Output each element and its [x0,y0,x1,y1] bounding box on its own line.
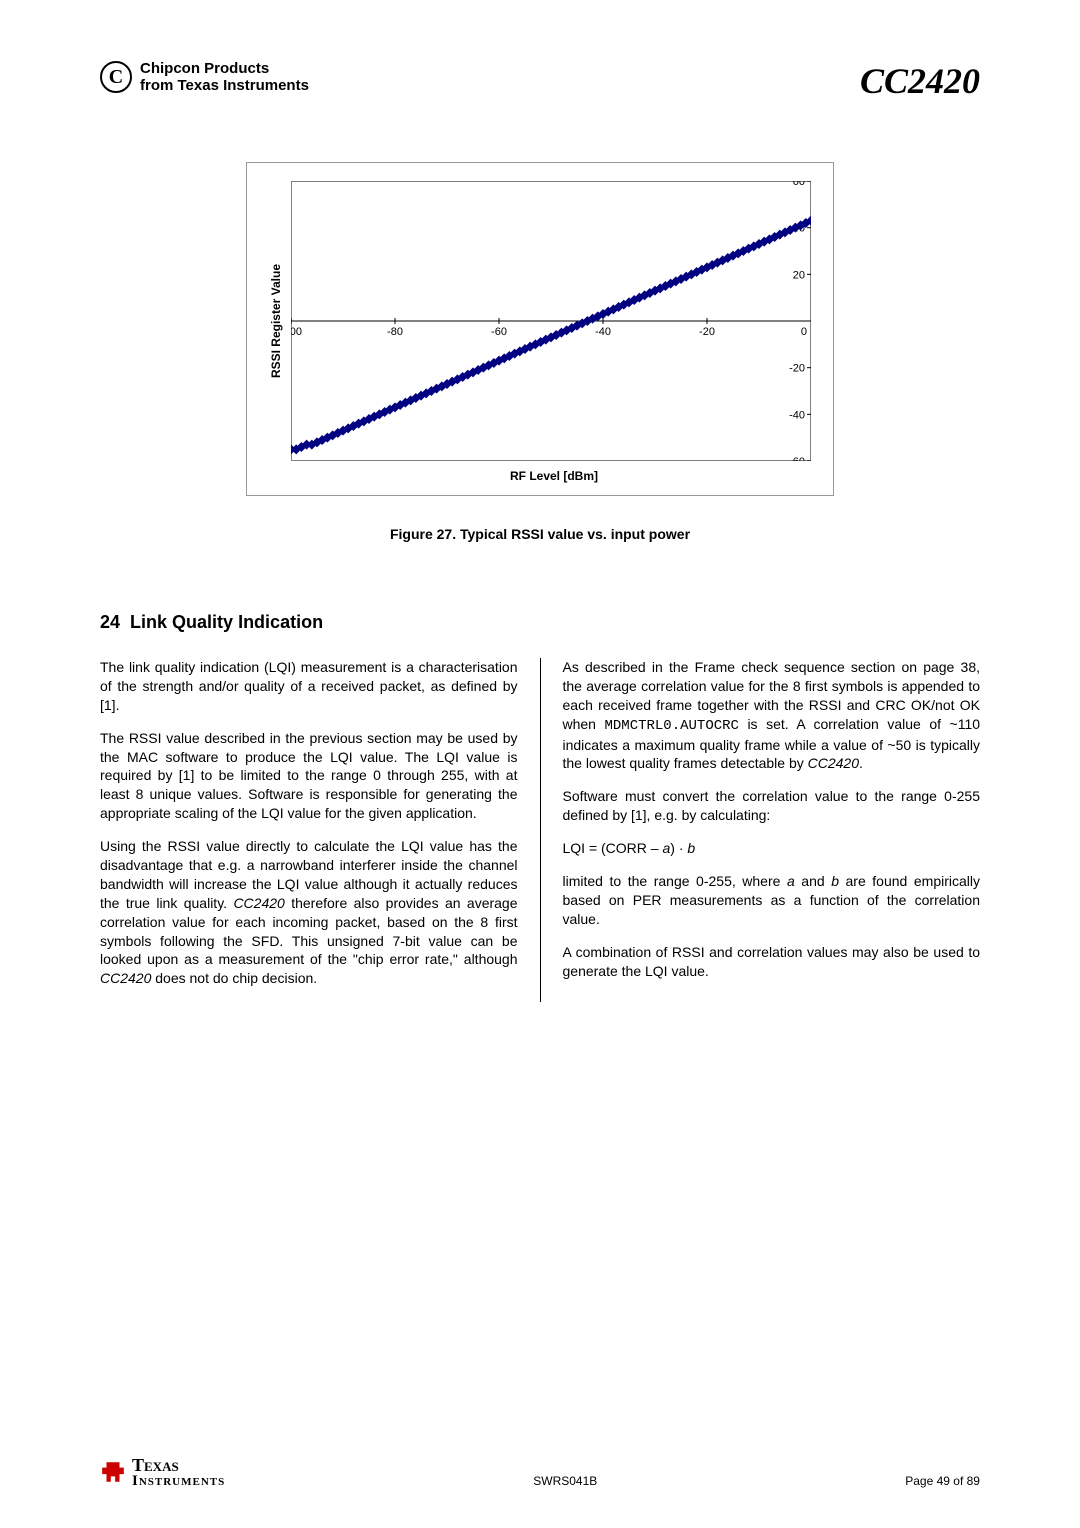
chipcon-line2: from Texas Instruments [140,77,309,94]
svg-text:-60: -60 [789,456,805,461]
footer-page: Page 49 of 89 [905,1474,980,1488]
chipcon-text: Chipcon Products from Texas Instruments [140,60,309,95]
product-name: CC2420 [860,60,980,102]
chipcon-line1: Chipcon Products [140,60,309,77]
svg-text:60: 60 [793,181,805,188]
chart-xlabel: RF Level [dBm] [297,469,811,483]
ti-texas: Texas [132,1457,225,1474]
ti-instruments: Instruments [132,1474,225,1488]
figure-caption: Figure 27. Typical RSSI value vs. input … [100,526,980,542]
ti-chip-icon [100,1459,126,1485]
chart-wrapper: RSSI Register Value -100 -80 -60 -40 -20 0 -60… [100,162,980,496]
section-number: 24 [100,612,120,632]
ti-text: Texas Instruments [132,1457,225,1488]
svg-text:-40: -40 [595,326,611,338]
right-p4: A combination of RSSI and correlation va… [563,943,981,981]
svg-text:-60: -60 [491,326,507,338]
chart-ylabel: RSSI Register Value [269,264,283,378]
svg-text:-20: -20 [789,363,805,375]
left-p1: The link quality indication (LQI) measur… [100,658,518,715]
chart-plot: -100-80-60-40-200-60-40-20204060 [291,181,811,461]
page-footer: Texas Instruments SWRS041B Page 49 of 89 [100,1457,980,1488]
chipcon-logo-letter: C [109,66,123,89]
right-p1: As described in the Frame check sequence… [563,658,981,773]
chipcon-brand: C Chipcon Products from Texas Instrument… [100,60,309,95]
svg-text:0: 0 [801,326,807,338]
svg-text:-100: -100 [291,326,302,338]
left-p3: Using the RSSI value directly to calcula… [100,837,518,988]
svg-text:-20: -20 [699,326,715,338]
page-header: C Chipcon Products from Texas Instrument… [100,60,980,102]
section-heading: 24 Link Quality Indication [100,612,980,633]
chart-border: RSSI Register Value -100 -80 -60 -40 -20 0 -60… [246,162,834,496]
ti-logo: Texas Instruments [100,1457,225,1488]
right-formula: LQI = (CORR – a) · b [563,839,981,858]
body-columns: The link quality indication (LQI) measur… [100,658,980,1002]
chipcon-logo-icon: C [100,61,132,93]
right-p3: limited to the range 0-255, where a and … [563,872,981,929]
column-left: The link quality indication (LQI) measur… [100,658,541,1002]
svg-text:-80: -80 [387,326,403,338]
right-p2: Software must convert the correlation va… [563,787,981,825]
chart-area: RSSI Register Value -100 -80 -60 -40 -20 0 -60… [269,181,811,461]
left-p2: The RSSI value described in the previous… [100,729,518,823]
svg-text:-40: -40 [789,409,805,421]
section-title: Link Quality Indication [130,612,323,632]
svg-text:20: 20 [793,269,805,281]
column-right: As described in the Frame check sequence… [541,658,981,1002]
footer-doc: SWRS041B [533,1474,597,1488]
